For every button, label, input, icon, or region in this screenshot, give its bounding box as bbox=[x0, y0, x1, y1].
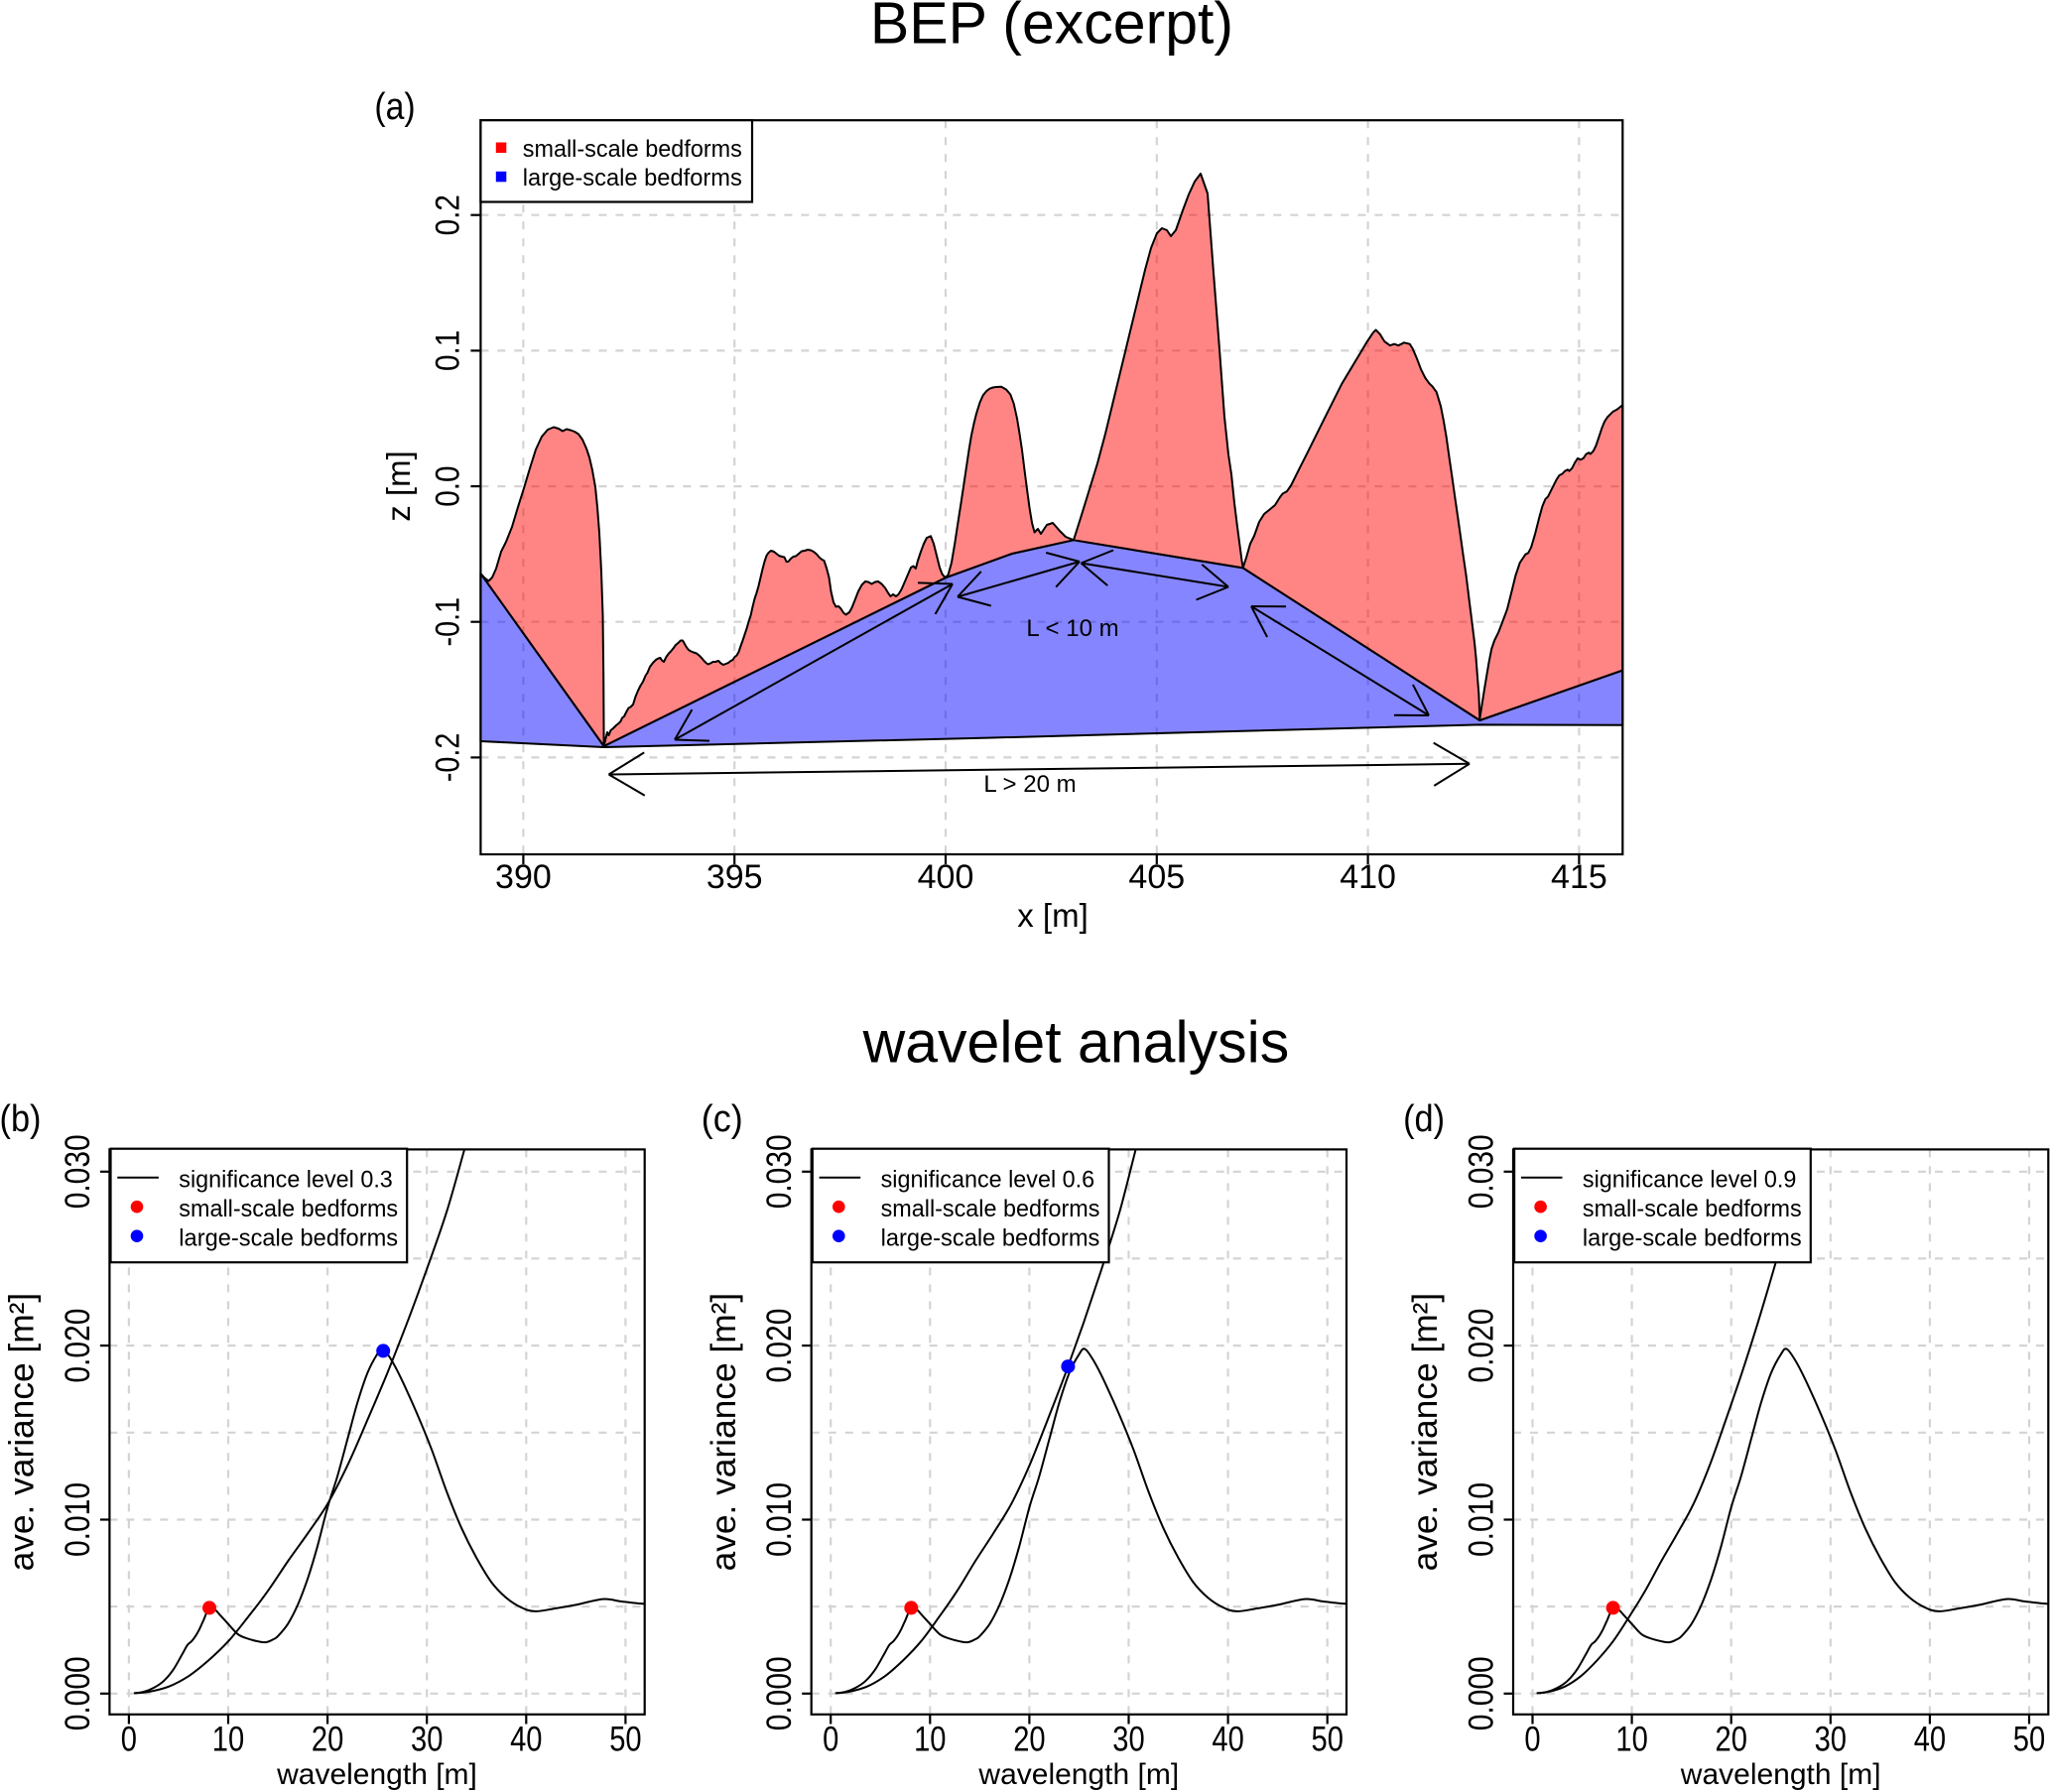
svg-text:-0.1: -0.1 bbox=[430, 597, 467, 647]
svg-text:0.020: 0.020 bbox=[1463, 1309, 1501, 1383]
svg-text:0.020: 0.020 bbox=[59, 1309, 97, 1383]
svg-text:400: 400 bbox=[918, 858, 974, 896]
svg-text:30: 30 bbox=[1815, 1721, 1847, 1759]
svg-text:50: 50 bbox=[2013, 1721, 2045, 1759]
svg-text:0.010: 0.010 bbox=[1463, 1482, 1501, 1557]
svg-text:0.000: 0.000 bbox=[1463, 1656, 1501, 1730]
svg-text:415: 415 bbox=[1551, 858, 1607, 896]
svg-text:10: 10 bbox=[212, 1721, 244, 1759]
svg-text:30: 30 bbox=[1112, 1721, 1144, 1759]
svg-text:0.030: 0.030 bbox=[760, 1134, 799, 1209]
svg-text:0.010: 0.010 bbox=[760, 1482, 799, 1557]
svg-text:large-scale bedforms: large-scale bedforms bbox=[523, 165, 742, 192]
svg-text:30: 30 bbox=[411, 1721, 443, 1759]
svg-text:significance level 0.6: significance level 0.6 bbox=[881, 1167, 1095, 1194]
svg-text:0.010: 0.010 bbox=[59, 1482, 97, 1557]
svg-text:large-scale bedforms: large-scale bedforms bbox=[881, 1225, 1100, 1252]
svg-text:0: 0 bbox=[1524, 1721, 1540, 1759]
svg-text:0.2: 0.2 bbox=[430, 194, 467, 235]
svg-text:0.030: 0.030 bbox=[1462, 1134, 1500, 1209]
svg-text:small-scale bedforms: small-scale bedforms bbox=[881, 1196, 1100, 1222]
svg-text:z [m]: z [m] bbox=[380, 450, 417, 522]
svg-text:40: 40 bbox=[1914, 1721, 1946, 1759]
svg-text:small-scale bedforms: small-scale bedforms bbox=[523, 136, 742, 163]
svg-text:20: 20 bbox=[312, 1721, 343, 1759]
svg-text:ave. variance [m²]: ave. variance [m²] bbox=[705, 1293, 743, 1572]
svg-text:L > 20 m: L > 20 m bbox=[983, 771, 1076, 798]
svg-text:wavelength [m]: wavelength [m] bbox=[276, 1758, 477, 1791]
svg-text:ave. variance [m²]: ave. variance [m²] bbox=[1406, 1293, 1445, 1572]
svg-text:L < 10 m: L < 10 m bbox=[1026, 615, 1118, 642]
svg-text:0: 0 bbox=[823, 1721, 838, 1759]
svg-text:wavelet analysis: wavelet analysis bbox=[862, 1010, 1290, 1076]
svg-text:10: 10 bbox=[1615, 1721, 1647, 1759]
svg-text:40: 40 bbox=[1212, 1721, 1243, 1759]
svg-text:410: 410 bbox=[1340, 858, 1396, 896]
svg-text:405: 405 bbox=[1128, 858, 1185, 896]
svg-text:(a): (a) bbox=[374, 86, 415, 128]
svg-text:wavelength [m]: wavelength [m] bbox=[1680, 1758, 1881, 1791]
svg-text:0.030: 0.030 bbox=[59, 1134, 97, 1209]
svg-text:(d): (d) bbox=[1403, 1098, 1445, 1140]
svg-text:0.1: 0.1 bbox=[430, 330, 467, 371]
svg-text:0: 0 bbox=[121, 1721, 137, 1759]
svg-text:10: 10 bbox=[914, 1721, 946, 1759]
svg-text:40: 40 bbox=[510, 1721, 542, 1759]
svg-text:(b): (b) bbox=[0, 1098, 42, 1140]
svg-text:395: 395 bbox=[706, 858, 763, 896]
svg-text:0.000: 0.000 bbox=[760, 1656, 799, 1730]
svg-text:x [m]: x [m] bbox=[1017, 897, 1089, 934]
svg-text:-0.2: -0.2 bbox=[430, 733, 467, 783]
svg-text:20: 20 bbox=[1716, 1721, 1747, 1759]
svg-text:0.000: 0.000 bbox=[59, 1656, 97, 1730]
svg-text:BEP (excerpt): BEP (excerpt) bbox=[870, 0, 1233, 56]
svg-text:390: 390 bbox=[495, 858, 552, 896]
svg-text:large-scale bedforms: large-scale bedforms bbox=[1583, 1225, 1802, 1252]
svg-text:ave. variance [m²]: ave. variance [m²] bbox=[3, 1293, 42, 1572]
svg-text:50: 50 bbox=[609, 1721, 641, 1759]
svg-text:small-scale bedforms: small-scale bedforms bbox=[179, 1196, 398, 1222]
svg-text:large-scale bedforms: large-scale bedforms bbox=[179, 1225, 398, 1252]
svg-text:50: 50 bbox=[1312, 1721, 1344, 1759]
svg-text:small-scale bedforms: small-scale bedforms bbox=[1583, 1196, 1802, 1222]
svg-text:(c): (c) bbox=[702, 1098, 743, 1140]
svg-text:significance level 0.9: significance level 0.9 bbox=[1583, 1167, 1797, 1194]
svg-text:0.0: 0.0 bbox=[430, 465, 467, 506]
svg-text:wavelength [m]: wavelength [m] bbox=[977, 1758, 1179, 1791]
svg-text:20: 20 bbox=[1013, 1721, 1045, 1759]
svg-text:significance level 0.3: significance level 0.3 bbox=[179, 1167, 392, 1194]
svg-text:0.020: 0.020 bbox=[760, 1309, 799, 1383]
